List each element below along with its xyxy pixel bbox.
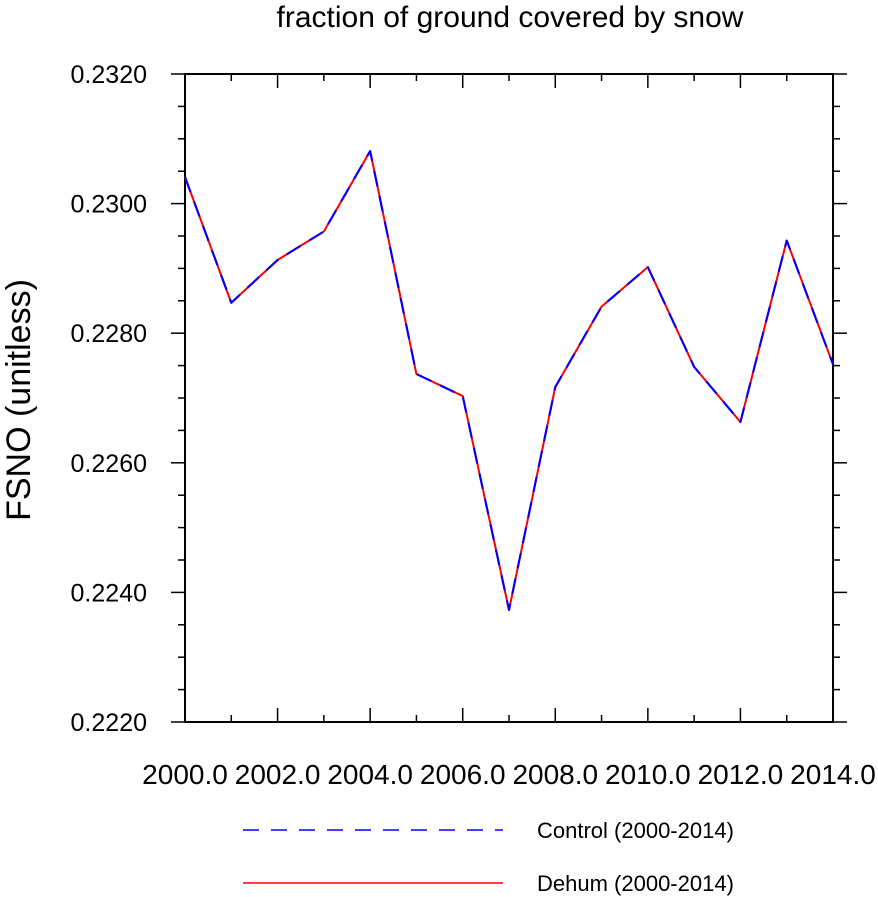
series-line-control-overlay <box>184 150 834 611</box>
y-tick-label: 0.2280 <box>71 320 147 348</box>
x-tick-label: 2004.0 <box>327 759 413 790</box>
series-line-dehum <box>184 150 834 611</box>
x-tick-label: 2008.0 <box>512 759 598 790</box>
x-tick-label: 2012.0 <box>698 759 784 790</box>
x-tick-label: 2010.0 <box>605 759 691 790</box>
y-tick-labels: 0.2220 0.2240 0.2260 0.2280 0.2300 0.2320 <box>71 61 147 737</box>
x-tick-label: 2000.0 <box>142 759 228 790</box>
y-tick-label: 0.2320 <box>71 61 147 89</box>
legend-label: Control (2000-2014) <box>537 818 734 843</box>
y-tick-label: 0.2260 <box>71 450 147 478</box>
y-axis-label: FSNO (unitless) <box>0 279 38 521</box>
legend: Control (2000-2014) Dehum (2000-2014) <box>243 818 734 896</box>
plot-area-frame <box>184 73 834 723</box>
x-tick-label: 2002.0 <box>235 759 321 790</box>
legend-label: Dehum (2000-2014) <box>537 871 734 896</box>
series-line-control <box>184 150 834 611</box>
series-lines <box>184 150 834 611</box>
y-tick-label: 0.2240 <box>71 579 147 607</box>
chart-title: fraction of ground covered by snow <box>277 1 744 34</box>
axis-ticks <box>171 73 847 723</box>
y-tick-label: 0.2220 <box>71 709 147 737</box>
y-tick-label: 0.2300 <box>71 191 147 219</box>
x-tick-label: 2014.0 <box>790 759 876 790</box>
x-tick-label: 2006.0 <box>420 759 506 790</box>
x-tick-labels: 2000.0 2002.0 2004.0 2006.0 2008.0 2010.0 2012… <box>142 759 876 790</box>
